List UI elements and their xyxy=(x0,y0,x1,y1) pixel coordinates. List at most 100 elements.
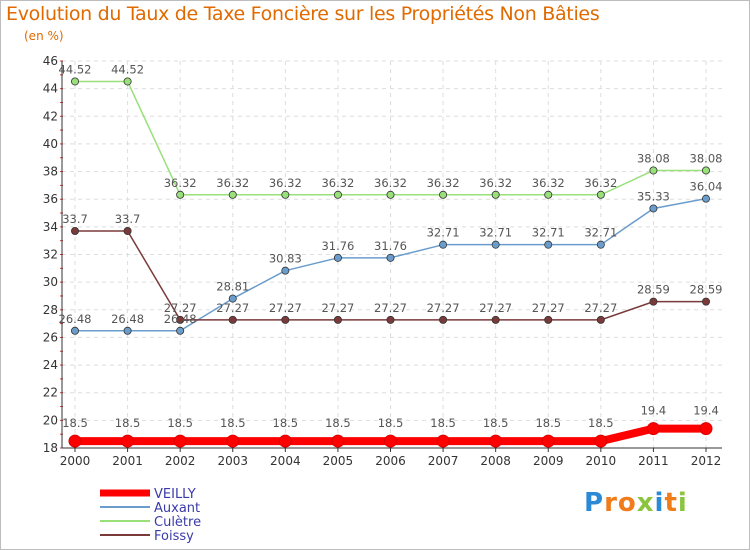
data-label: 38.08 xyxy=(690,151,723,165)
data-point xyxy=(331,434,345,448)
x-tick-label: 2000 xyxy=(60,454,91,468)
data-point xyxy=(541,434,555,448)
data-label: 36.32 xyxy=(269,176,302,190)
data-label: 18.5 xyxy=(62,416,88,430)
x-tick-label: 2002 xyxy=(165,454,196,468)
data-label: 32.71 xyxy=(584,226,617,240)
data-point xyxy=(281,315,290,324)
data-labels: 18.5 18.5 18.5 18.5 18.5 18.5 18.5 18.5 18.5 18.5… xyxy=(59,62,723,430)
data-label: 26.48 xyxy=(164,312,197,326)
logo-letter: P xyxy=(584,488,605,518)
data-label: 18.5 xyxy=(483,416,509,430)
data-point xyxy=(121,434,135,448)
data-point xyxy=(491,190,500,199)
y-tick-label: 44 xyxy=(43,82,58,96)
data-label: 19.4 xyxy=(641,404,667,418)
data-point xyxy=(544,190,553,199)
x-tick-label: 2008 xyxy=(480,454,511,468)
data-point xyxy=(544,315,553,324)
data-label: 27.27 xyxy=(584,301,617,315)
data-label: 28.59 xyxy=(690,283,723,297)
logo-letter: x xyxy=(636,488,655,518)
y-tick-label: 34 xyxy=(43,220,58,234)
legend-label-culètre: Culètre xyxy=(154,515,201,530)
y-tick-label: 22 xyxy=(43,386,58,400)
data-point xyxy=(228,190,237,199)
logo-letter: i xyxy=(677,488,688,518)
x-tick-label: 2001 xyxy=(112,454,143,468)
data-label: 33.7 xyxy=(62,212,88,226)
data-label: 26.48 xyxy=(111,312,144,326)
data-point xyxy=(123,77,132,86)
series xyxy=(68,77,713,448)
data-point xyxy=(646,422,660,436)
data-point xyxy=(439,190,448,199)
data-label: 36.32 xyxy=(427,176,460,190)
data-point xyxy=(596,240,605,249)
data-point xyxy=(649,166,658,175)
legend-label-foissy: Foissy xyxy=(154,529,194,544)
logo-letter: i xyxy=(654,488,665,518)
y-tick-label: 30 xyxy=(43,275,58,289)
x-tick-label: 2007 xyxy=(428,454,459,468)
data-label: 33.7 xyxy=(115,212,141,226)
data-point xyxy=(71,77,80,86)
legend-label-veilly: VEILLY xyxy=(154,487,196,502)
chart-subtitle: (en %) xyxy=(24,29,64,43)
data-point xyxy=(384,434,397,448)
data-point xyxy=(439,315,448,324)
data-label: 18.5 xyxy=(378,416,404,430)
y-tick-label: 24 xyxy=(43,358,58,372)
x-tick-label: 2009 xyxy=(533,454,564,468)
x-tick-label: 2006 xyxy=(375,454,406,468)
data-point xyxy=(436,434,450,448)
data-label: 27.27 xyxy=(321,301,354,315)
data-point xyxy=(176,326,185,335)
data-label: 38.08 xyxy=(637,151,670,165)
data-label: 27.27 xyxy=(164,301,197,315)
data-point xyxy=(278,434,292,448)
data-label: 36.32 xyxy=(374,176,407,190)
logo-letter: t xyxy=(664,488,678,518)
data-point xyxy=(281,190,290,199)
data-point xyxy=(491,240,500,249)
data-label: 32.71 xyxy=(479,226,512,240)
data-label: 18.5 xyxy=(430,416,456,430)
y-tick-label: 32 xyxy=(43,248,58,262)
data-label: 36.32 xyxy=(321,176,354,190)
data-label: 36.32 xyxy=(479,176,512,190)
data-label: 30.83 xyxy=(269,252,302,266)
x-tick-label: 2011 xyxy=(638,454,669,468)
y-tick-label: 42 xyxy=(43,109,58,123)
data-label: 18.5 xyxy=(535,416,561,430)
axes: 18 20 22 24 26 28 30 32 34 36 38 40 42 44 46 2000 2001 20… xyxy=(43,54,722,468)
data-label: 18.5 xyxy=(167,416,193,430)
data-point xyxy=(386,190,395,199)
y-tick-label: 26 xyxy=(43,330,58,344)
data-point xyxy=(226,434,240,448)
data-point xyxy=(489,434,503,448)
data-point xyxy=(176,315,185,324)
data-point xyxy=(68,434,82,448)
data-label: 26.48 xyxy=(59,312,92,326)
data-point xyxy=(173,434,187,448)
data-label: 31.76 xyxy=(321,239,354,253)
data-point xyxy=(386,253,395,262)
data-label: 44.52 xyxy=(111,62,144,76)
x-tick-label: 2005 xyxy=(323,454,354,468)
y-tick-label: 20 xyxy=(43,413,58,427)
x-tick-label: 2004 xyxy=(270,454,301,468)
logo-letter: r xyxy=(604,488,618,518)
data-label: 18.5 xyxy=(588,416,614,430)
data-label: 35.33 xyxy=(637,189,670,203)
data-point xyxy=(123,326,132,335)
data-label: 36.04 xyxy=(690,180,723,194)
data-label: 32.71 xyxy=(532,226,565,240)
data-label: 31.76 xyxy=(374,239,407,253)
data-point xyxy=(439,240,448,249)
data-point xyxy=(228,294,237,303)
data-label: 27.27 xyxy=(479,301,512,315)
data-label: 27.27 xyxy=(374,301,407,315)
